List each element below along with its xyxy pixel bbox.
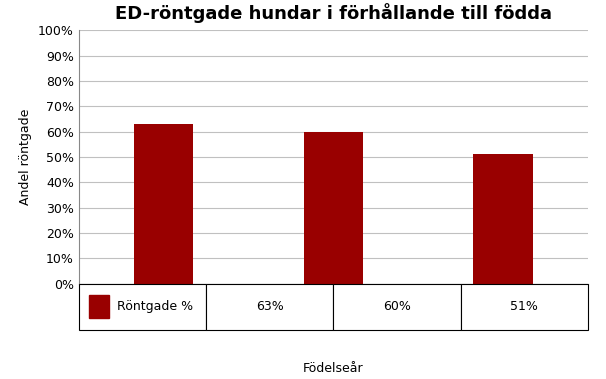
Y-axis label: Andel röntgade: Andel röntgade	[19, 109, 33, 205]
Text: Födelseår: Födelseår	[303, 362, 364, 375]
Title: ED-röntgade hundar i förhållande till födda: ED-röntgade hundar i förhållande till fö…	[115, 3, 552, 23]
Bar	[473, 155, 533, 283]
Text: Röntgade %: Röntgade %	[117, 300, 193, 313]
Bar	[89, 295, 109, 318]
Bar	[134, 124, 193, 283]
Bar	[304, 132, 363, 283]
